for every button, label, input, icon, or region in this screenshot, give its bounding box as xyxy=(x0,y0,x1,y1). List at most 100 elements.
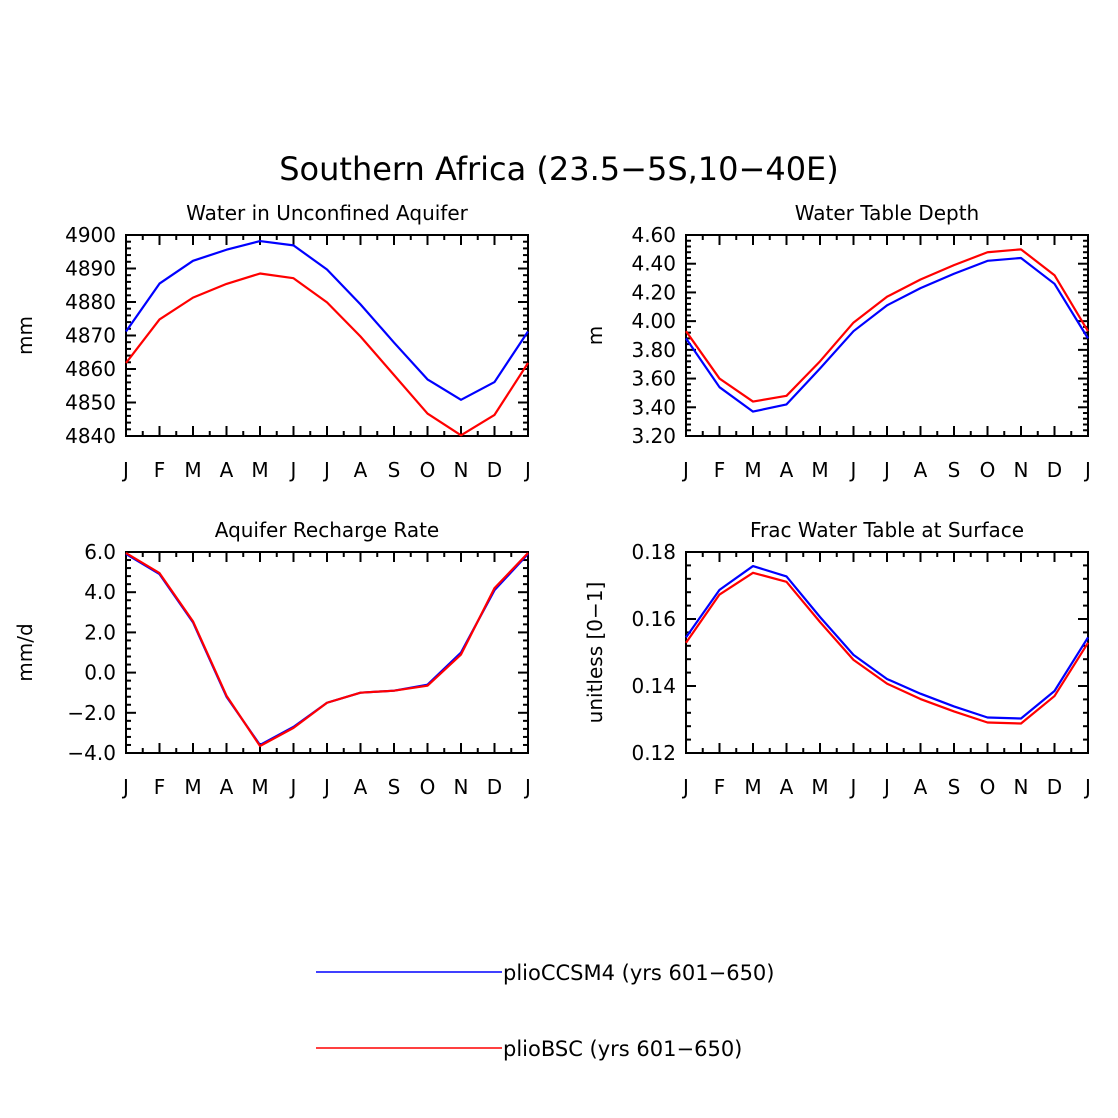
y-tick-label: 4.00 xyxy=(631,309,676,333)
x-tick-label: J xyxy=(289,458,297,482)
x-tick-label: A xyxy=(780,458,794,482)
y-tick-label: −4.0 xyxy=(67,741,116,765)
x-tick-label: J xyxy=(289,775,297,799)
x-tick-label: S xyxy=(948,458,961,482)
x-tick-label: M xyxy=(811,458,828,482)
y-tick-label: 0.0 xyxy=(84,661,116,685)
series-line-plioCCSM4 xyxy=(125,553,529,747)
y-tick-label: 4.0 xyxy=(84,580,116,604)
y-tick-label: 3.20 xyxy=(631,424,676,448)
y-axis-label: mm xyxy=(13,316,37,355)
x-tick-label: S xyxy=(388,775,401,799)
x-tick-label: S xyxy=(388,458,401,482)
y-tick-label: 0.18 xyxy=(631,540,676,564)
series-line-plioBSC xyxy=(125,552,529,748)
x-tick-label: N xyxy=(454,458,469,482)
x-tick-label: S xyxy=(948,775,961,799)
x-tick-label: D xyxy=(487,775,502,799)
legend-label-plioBSC: plioBSC (yrs 601−650) xyxy=(503,1037,742,1061)
x-tick-label: D xyxy=(487,458,502,482)
plot-frame xyxy=(685,551,1089,754)
x-tick-label: M xyxy=(744,775,761,799)
panel-title: Frac Water Table at Surface xyxy=(750,518,1024,542)
x-tick-label: D xyxy=(1047,775,1062,799)
x-tick-label: M xyxy=(184,458,201,482)
y-tick-label: 2.0 xyxy=(84,620,116,644)
y-axis-label: unitless [0−1] xyxy=(583,582,607,724)
x-tick-label: J xyxy=(121,458,129,482)
x-tick-label: A xyxy=(914,775,928,799)
y-tick-label: 4.20 xyxy=(631,280,676,304)
x-tick-label: A xyxy=(914,458,928,482)
x-tick-label: N xyxy=(1014,775,1029,799)
y-tick-label: 4850 xyxy=(65,391,116,415)
x-tick-label: J xyxy=(882,458,890,482)
x-tick-label: J xyxy=(849,458,857,482)
series-line-plioCCSM4 xyxy=(685,564,1089,720)
x-tick-label: M xyxy=(251,458,268,482)
x-tick-label: J xyxy=(121,775,129,799)
legend: plioCCSM4 (yrs 601−650) plioBSC (yrs 601−… xyxy=(316,961,774,1061)
legend-label-plioCCSM4: plioCCSM4 (yrs 601−650) xyxy=(503,961,774,985)
x-tick-label: M xyxy=(251,775,268,799)
y-tick-label: 4890 xyxy=(65,257,116,281)
x-tick-label: A xyxy=(354,458,368,482)
x-tick-label: O xyxy=(980,775,996,799)
y-tick-label: 4900 xyxy=(65,223,116,247)
x-tick-label: J xyxy=(1083,458,1091,482)
y-tick-label: 0.12 xyxy=(631,741,676,765)
x-tick-label: A xyxy=(780,775,794,799)
y-tick-label: 4840 xyxy=(65,424,116,448)
x-tick-label: F xyxy=(714,458,726,482)
y-tick-label: 4870 xyxy=(65,324,116,348)
x-tick-label: J xyxy=(681,775,689,799)
x-tick-label: F xyxy=(714,775,726,799)
x-tick-label: J xyxy=(849,775,857,799)
x-tick-label: J xyxy=(882,775,890,799)
panel-title: Water Table Depth xyxy=(795,201,979,225)
panel-title: Aquifer Recharge Rate xyxy=(215,518,440,542)
x-tick-label: J xyxy=(681,458,689,482)
panel-title: Water in Unconfined Aquifer xyxy=(186,201,469,225)
x-tick-label: J xyxy=(1083,775,1091,799)
series-line-plioBSC xyxy=(685,571,1089,725)
x-tick-label: M xyxy=(811,775,828,799)
y-tick-label: 4.40 xyxy=(631,252,676,276)
series-line-plioCCSM4 xyxy=(125,239,529,401)
y-tick-label: 6.0 xyxy=(84,540,116,564)
x-tick-label: F xyxy=(154,458,166,482)
series-line-plioCCSM4 xyxy=(685,256,1089,413)
series-line-plioBSC xyxy=(685,248,1089,403)
x-tick-label: N xyxy=(1014,458,1029,482)
x-tick-label: M xyxy=(184,775,201,799)
series-line-plioBSC xyxy=(125,272,529,437)
x-tick-label: N xyxy=(454,775,469,799)
y-tick-label: 0.16 xyxy=(631,607,676,631)
y-tick-label: 4860 xyxy=(65,357,116,381)
x-tick-label: J xyxy=(322,458,330,482)
y-tick-label: 4880 xyxy=(65,290,116,314)
figure-title: Southern Africa (23.5−5S,10−40E) xyxy=(279,150,839,188)
y-tick-label: −2.0 xyxy=(67,701,116,725)
x-tick-label: A xyxy=(354,775,368,799)
y-axis-label: mm/d xyxy=(13,623,37,681)
x-tick-label: O xyxy=(980,458,996,482)
y-axis-label: m xyxy=(583,326,607,345)
y-tick-label: 3.40 xyxy=(631,395,676,419)
plot-frame xyxy=(125,551,529,754)
x-tick-label: F xyxy=(154,775,166,799)
x-tick-label: A xyxy=(220,775,234,799)
x-tick-label: O xyxy=(420,458,436,482)
x-tick-label: M xyxy=(744,458,761,482)
x-tick-label: J xyxy=(523,775,531,799)
x-tick-label: D xyxy=(1047,458,1062,482)
x-tick-label: O xyxy=(420,775,436,799)
y-tick-label: 4.60 xyxy=(631,223,676,247)
